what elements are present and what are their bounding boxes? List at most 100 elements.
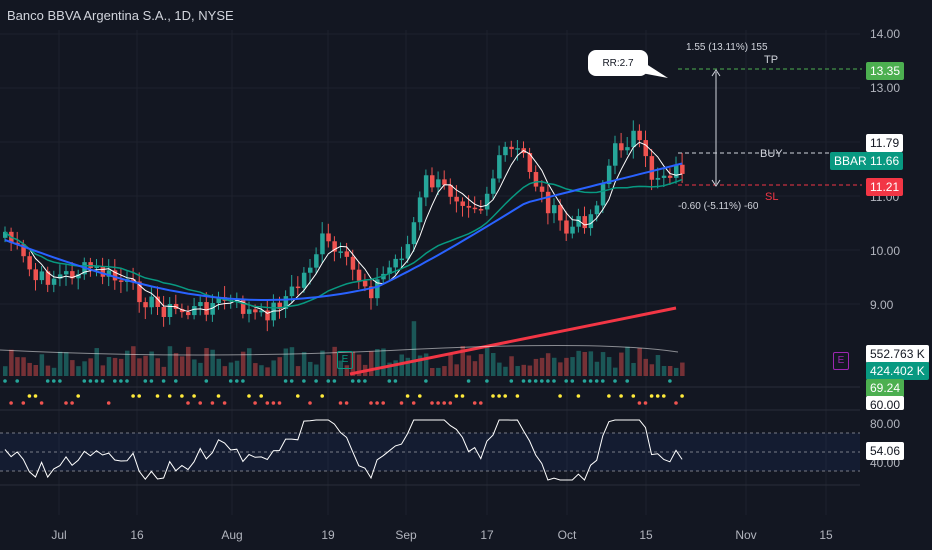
signal-dot [326,379,331,383]
candle-body [326,233,331,242]
volume-bar [314,364,319,376]
candle-body [45,271,51,285]
volume-bar [442,366,447,376]
time-label-17: 17 [480,528,494,542]
signal-dot [296,394,300,398]
signal-dot [45,379,50,383]
volume-bar [216,358,221,376]
time-label-aug: Aug [221,528,243,542]
signal-dot [387,379,392,383]
signal-dot [338,401,343,405]
volume-bar [125,350,130,376]
candle-body [460,201,465,206]
volume-bar [649,364,655,376]
signal-dot [497,394,501,398]
signal-dot [503,394,508,398]
candle-body [393,258,398,268]
risk-reward-bubble[interactable]: RR:2.7 [588,50,648,76]
candle-body [649,156,655,180]
volume-bar [33,364,38,376]
candle-body [51,278,57,285]
signal-dot [466,379,471,383]
volume-bar [94,348,99,376]
signal-dot [369,401,373,405]
candle-body [570,226,575,234]
volume-bar [259,365,264,376]
candle-body [545,191,551,214]
signal-dot [552,379,556,383]
earnings-upcoming-icon[interactable]: E [833,352,849,370]
volume-bar [253,363,258,376]
candle-body [204,302,209,315]
volume-bar [448,353,453,376]
volume-tag-1: 552.763 K [866,345,929,363]
time-label-15: 15 [639,528,653,542]
volume-bar [503,366,508,376]
volume-bar [674,367,679,376]
rr-arrow-down [711,179,721,187]
earnings-icon[interactable]: E [337,351,353,369]
signal-dot [125,379,129,383]
signal-dot [119,379,123,383]
candle-body [674,164,679,178]
volume-bar [655,355,661,376]
rsi-tag: 54.06 [866,442,905,460]
candle-body [539,186,545,192]
candle-body [33,269,38,281]
volume-bar [137,358,142,376]
candle-body [375,279,380,299]
candle-body [430,175,435,188]
candle-body [399,258,404,261]
volume-bar [643,358,648,376]
volume-bar [454,364,459,376]
volume-bar [393,360,398,376]
signal-dot [381,401,386,405]
volume-bar [9,349,14,376]
signal-dot [88,379,93,383]
candle-body [301,272,307,288]
signal-dot [52,379,56,383]
candle-body [472,207,478,210]
volume-bar [417,355,423,376]
volume-bar [173,353,179,376]
signal-dots [3,379,684,405]
signal-dot [235,379,239,383]
signal-dot [21,401,26,405]
signal-dot [601,379,605,383]
ma-slow-line [4,162,683,301]
candle-body [179,308,185,313]
signal-dot [113,379,117,383]
candle-body [64,271,69,275]
signal-dot [668,379,672,383]
sl-label: SL [765,191,779,203]
volume-bar [564,357,569,376]
candle-body [314,254,319,268]
volume-bar [45,365,51,376]
price-label-13: 13.00 [870,81,901,95]
signal-dot [619,394,623,398]
volume-bar [484,347,490,376]
candle-body [289,286,295,297]
signal-dot [192,394,196,398]
candle-body [552,205,557,214]
candle-body [491,178,496,194]
candle-body [509,146,514,150]
volume-bar [112,357,118,376]
candle-body [295,286,301,289]
candle-body [186,312,191,316]
signal-dot [558,394,562,398]
candle-body [283,296,289,309]
volume-bar [192,359,197,376]
volume-bar [326,355,331,376]
volume-bar [552,357,557,376]
volume-bar [539,357,545,376]
candle-body [94,266,99,268]
signal-dot [576,394,581,398]
volume-bar [625,346,630,376]
signal-dot [454,394,459,398]
candle-body [454,196,459,202]
time-label-sep: Sep [395,528,417,542]
last-price-tag: 11.66 [866,152,904,170]
signal-dot [625,379,629,383]
